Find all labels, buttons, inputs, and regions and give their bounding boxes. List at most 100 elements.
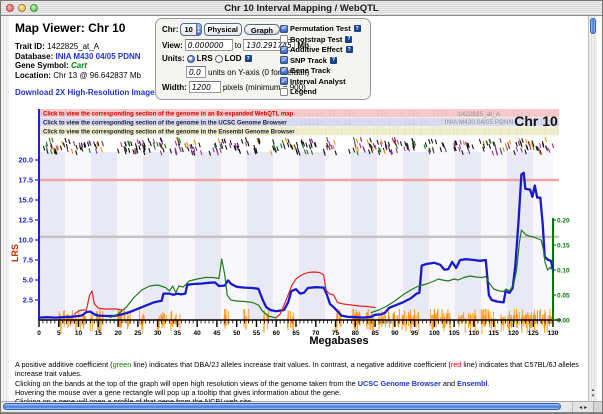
width-label: Width: <box>162 83 187 92</box>
checkbox-gene-track[interactable]: ✓ <box>280 67 288 75</box>
footer-line: Hovering the mouse over a gene rectangle… <box>15 388 586 397</box>
footer-link[interactable]: UCSC Genome Browser <box>358 379 441 388</box>
gene-tick <box>329 146 330 151</box>
gene-tick <box>273 139 274 144</box>
gene-tick <box>486 141 487 146</box>
band-hatch <box>409 111 410 116</box>
x-axis-tick-label: 15 <box>95 330 103 337</box>
checkbox-interval-analyst[interactable]: ✓ <box>280 77 288 85</box>
zoom-button[interactable] <box>30 4 38 12</box>
gene-tick <box>124 146 125 151</box>
map-type-select[interactable]: Physical ▴▾ <box>204 23 242 36</box>
band-hatch <box>449 129 450 134</box>
y-axis-right-tick-label: 0.00 <box>557 318 570 325</box>
gene-tick <box>157 142 158 147</box>
band-hatch <box>337 129 338 134</box>
gene-tick <box>179 139 180 144</box>
gene-tick <box>69 139 70 144</box>
gene-tick <box>245 142 246 147</box>
select-arrows-icon: ▴▾ <box>241 24 242 35</box>
resize-grip[interactable] <box>593 402 602 412</box>
minimize-button[interactable] <box>18 4 26 12</box>
x-axis-tick-label: 100 <box>429 330 440 337</box>
window-bottom-edge <box>1 412 602 413</box>
gene-tick <box>309 145 310 150</box>
gene-tick <box>52 138 53 143</box>
band-hatch <box>409 129 410 134</box>
footer-notes: A positive additive coefficient (green l… <box>9 358 588 401</box>
x-axis-tick-label: 115 <box>488 330 499 337</box>
help-icon[interactable]: ? <box>346 46 353 53</box>
band-hatch <box>485 129 486 134</box>
checkbox-label: Interval Analyst <box>290 77 346 86</box>
band-hatch <box>349 120 350 125</box>
checkbox-snp-track[interactable]: ✓ <box>280 56 288 64</box>
footer-text: Hovering the mouse over a gene rectangle… <box>15 388 341 397</box>
gene-tick <box>195 146 196 151</box>
gene-tick <box>526 145 527 150</box>
x-axis-tick-label: 95 <box>411 330 419 337</box>
horizontal-scrollbar[interactable] <box>1 402 572 412</box>
yaxis-units-input[interactable] <box>186 66 206 78</box>
chr-label: Chr: <box>162 25 178 34</box>
checkbox-legend[interactable] <box>280 88 288 96</box>
band-hatch <box>321 129 322 134</box>
field-value[interactable]: INIA M430 04/05 PDNN <box>53 52 140 61</box>
gene-tick <box>369 143 370 148</box>
gene-tick <box>356 139 357 144</box>
x-axis-tick-label: 50 <box>233 330 241 337</box>
help-icon[interactable]: ? <box>345 36 352 43</box>
help-icon[interactable]: ? <box>354 25 361 32</box>
download-hires-link[interactable]: Download 2X High-Resolution Image <box>15 88 155 97</box>
band-hatch <box>297 129 298 134</box>
help-icon[interactable]: ? <box>330 57 337 64</box>
gene-tick <box>520 141 521 146</box>
trait-field-trait-id: Trait ID: 1422825_at_A <box>15 42 155 52</box>
band-hatch <box>341 129 342 134</box>
view-from-input[interactable] <box>185 39 233 51</box>
vertical-scroll-arrows[interactable]: ▴▾ <box>589 387 597 399</box>
units-radio-lrs[interactable] <box>187 55 195 63</box>
checkbox-bootstrap-test[interactable] <box>280 35 288 43</box>
band-hatch <box>377 129 378 134</box>
band-hatch <box>413 120 414 125</box>
y-axis-tick-label: 12.5 <box>18 216 33 225</box>
gene-tick <box>160 137 161 142</box>
window-titlebar[interactable]: Chr 10 Interval Mapping / WebQTL <box>1 1 602 16</box>
gene-tick <box>465 142 466 147</box>
close-button[interactable] <box>6 4 14 12</box>
gene-tick <box>463 140 464 145</box>
band-hatch <box>413 129 414 134</box>
x-axis-tick-label: 55 <box>253 330 261 337</box>
help-icon[interactable]: ? <box>245 55 252 62</box>
checkbox-additive-effect[interactable]: ✓ <box>280 46 288 54</box>
horizontal-scrollbar-thumb[interactable] <box>3 403 561 410</box>
gene-tick <box>539 143 540 148</box>
vertical-scrollbar-thumb[interactable] <box>590 18 596 34</box>
chromosome-select[interactable]: 10 ▴▾ <box>180 23 201 36</box>
field-label: Location: <box>15 71 51 80</box>
checkbox-permutation-test[interactable]: ✓ <box>280 25 288 33</box>
gene-tick <box>442 142 443 147</box>
interval-map-chart[interactable]: Click to view the corresponding section … <box>9 108 588 358</box>
band-hatch <box>313 120 314 125</box>
band-hatch <box>441 129 442 134</box>
screen: Chr 10 Interval Mapping / WebQTL Map Vie… <box>0 0 603 414</box>
band-hatch <box>389 129 390 134</box>
band-hatch <box>557 129 558 134</box>
gene-tick <box>290 144 291 149</box>
units-radio-lod[interactable] <box>215 55 223 63</box>
band-hatch <box>321 120 322 125</box>
band-hatch <box>385 111 386 116</box>
width-input[interactable] <box>189 81 221 93</box>
gene-tick <box>508 142 509 147</box>
graph-button[interactable]: Graph <box>244 24 280 35</box>
gene-tick <box>282 140 283 145</box>
gene-tick <box>288 139 289 144</box>
units-option-label: LOD <box>225 54 242 63</box>
footer-link[interactable]: Ensembl <box>457 379 487 388</box>
view-label: View: <box>162 41 183 50</box>
vertical-scrollbar[interactable]: ▴▾ <box>588 16 597 401</box>
gene-tick <box>213 147 214 152</box>
y-axis-right-tick-label: 0.15 <box>557 243 570 250</box>
